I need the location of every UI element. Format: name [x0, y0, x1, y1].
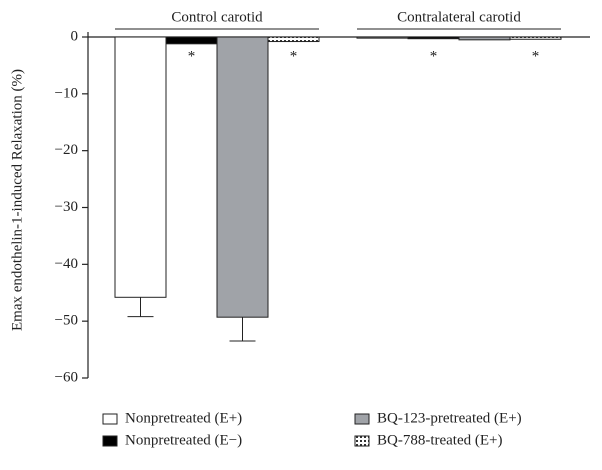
legend-label: Nonpretreated (E+) [125, 410, 242, 426]
legend-swatch [102, 435, 118, 447]
bar [216, 36, 269, 318]
bar [267, 36, 320, 43]
y-tick-label: −20 [55, 142, 78, 158]
group-label: Contralateral carotid [397, 9, 521, 25]
bar [458, 36, 511, 41]
legend-swatch [354, 435, 370, 447]
legend-swatch [354, 413, 370, 425]
legend-label: BQ-123-pretreated (E+) [377, 410, 522, 426]
bar [356, 36, 409, 39]
y-tick-label: −60 [55, 369, 78, 385]
bar [114, 36, 167, 298]
bar [407, 36, 460, 40]
significance-mark: * [430, 48, 438, 64]
significance-mark: * [188, 48, 196, 64]
legend-swatch [102, 413, 118, 425]
group-label: Control carotid [171, 9, 263, 25]
y-tick-label: −10 [55, 85, 78, 101]
bar [509, 36, 562, 40]
significance-mark: * [290, 48, 298, 64]
bar [165, 36, 218, 45]
y-tick-label: −50 [55, 313, 78, 329]
legend-label: BQ-788-treated (E+) [377, 432, 503, 448]
y-tick-label: −30 [55, 199, 78, 215]
significance-mark: * [532, 48, 540, 64]
legend-label: Nonpretreated (E−) [125, 432, 242, 448]
y-tick-label: −40 [55, 256, 78, 272]
y-tick-label: 0 [71, 28, 79, 44]
y-axis-label: Emax endothelin-1-induced Relaxation (%) [9, 69, 25, 331]
